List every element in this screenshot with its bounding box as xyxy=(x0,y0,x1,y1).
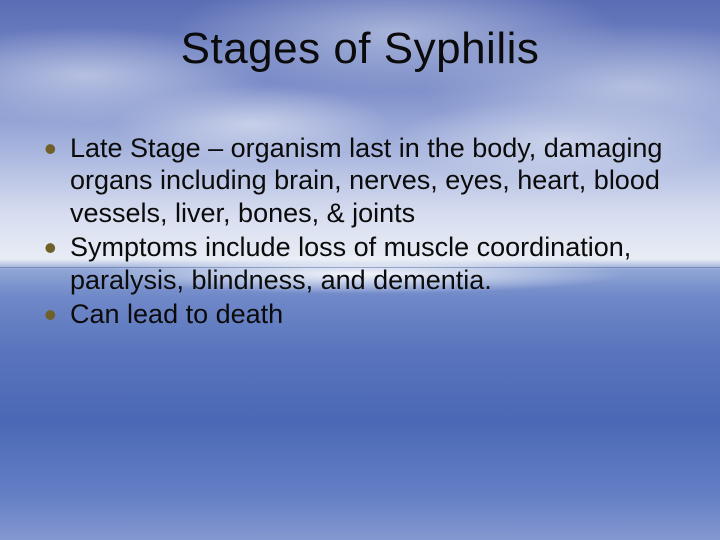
list-item: Can lead to death xyxy=(44,298,684,330)
list-item: Late Stage – organism last in the body, … xyxy=(44,132,684,229)
list-item: Symptoms include loss of muscle coordina… xyxy=(44,231,684,296)
slide-body: Late Stage – organism last in the body, … xyxy=(44,132,684,332)
slide: Stages of Syphilis Late Stage – organism… xyxy=(0,0,720,540)
bullet-list: Late Stage – organism last in the body, … xyxy=(44,132,684,330)
slide-title: Stages of Syphilis xyxy=(0,24,720,74)
